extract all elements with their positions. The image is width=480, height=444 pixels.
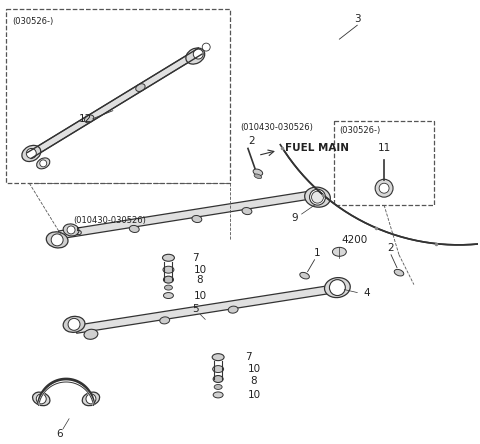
Ellipse shape — [165, 285, 172, 290]
Ellipse shape — [46, 232, 68, 248]
Ellipse shape — [33, 392, 50, 406]
Text: 10: 10 — [194, 265, 207, 275]
Ellipse shape — [305, 187, 330, 207]
Ellipse shape — [333, 247, 347, 256]
Polygon shape — [27, 48, 202, 159]
Text: FUEL MAIN: FUEL MAIN — [285, 143, 348, 154]
Circle shape — [26, 148, 36, 159]
Polygon shape — [59, 191, 310, 239]
Ellipse shape — [254, 174, 262, 178]
Ellipse shape — [84, 115, 94, 123]
Polygon shape — [75, 285, 330, 333]
Ellipse shape — [192, 215, 202, 222]
Ellipse shape — [160, 317, 169, 324]
Circle shape — [379, 183, 389, 193]
Text: 8: 8 — [196, 275, 203, 285]
Ellipse shape — [136, 84, 145, 91]
Circle shape — [329, 280, 345, 296]
Text: 1: 1 — [314, 248, 321, 258]
Circle shape — [193, 49, 203, 59]
Text: (030526-): (030526-) — [339, 126, 381, 135]
Ellipse shape — [129, 226, 139, 233]
Text: 3: 3 — [354, 14, 360, 24]
Circle shape — [51, 234, 63, 246]
Text: 10: 10 — [248, 390, 261, 400]
Text: 10: 10 — [248, 364, 261, 374]
Text: (010430-030526): (010430-030526) — [240, 123, 313, 132]
Text: 5: 5 — [75, 227, 82, 237]
Text: 7: 7 — [192, 253, 199, 263]
Text: 12: 12 — [79, 114, 92, 123]
Bar — [335, 121, 434, 205]
Ellipse shape — [312, 191, 324, 203]
Ellipse shape — [213, 365, 224, 373]
Text: 7: 7 — [245, 352, 252, 362]
Ellipse shape — [63, 224, 79, 236]
Ellipse shape — [186, 48, 205, 64]
Ellipse shape — [394, 270, 404, 276]
Text: 8: 8 — [250, 376, 257, 386]
Ellipse shape — [163, 266, 174, 273]
Circle shape — [67, 226, 75, 234]
Text: 4200: 4200 — [341, 235, 368, 245]
Ellipse shape — [22, 145, 41, 162]
Circle shape — [202, 43, 210, 51]
Ellipse shape — [214, 385, 222, 389]
Text: (010430-030526): (010430-030526) — [73, 215, 146, 225]
Ellipse shape — [84, 329, 98, 339]
Circle shape — [36, 394, 46, 404]
Ellipse shape — [242, 207, 252, 214]
Text: 2: 2 — [248, 135, 254, 146]
Bar — [6, 9, 230, 183]
Ellipse shape — [213, 392, 223, 398]
Text: 11: 11 — [377, 143, 391, 154]
Circle shape — [68, 318, 80, 330]
Ellipse shape — [163, 254, 174, 261]
Text: 2: 2 — [388, 243, 395, 253]
Text: 10: 10 — [194, 290, 207, 301]
Ellipse shape — [36, 158, 50, 169]
Ellipse shape — [82, 392, 100, 406]
Text: 9: 9 — [291, 213, 298, 223]
Ellipse shape — [212, 354, 224, 361]
Ellipse shape — [300, 272, 310, 279]
Ellipse shape — [213, 376, 223, 382]
Circle shape — [375, 179, 393, 197]
Ellipse shape — [324, 278, 350, 297]
Circle shape — [86, 394, 96, 404]
Text: 5: 5 — [192, 305, 199, 314]
Text: (030526-): (030526-) — [12, 17, 54, 26]
Text: 6: 6 — [56, 428, 62, 439]
Ellipse shape — [164, 293, 173, 298]
Ellipse shape — [228, 306, 238, 313]
Ellipse shape — [253, 169, 263, 175]
Circle shape — [310, 189, 325, 205]
Text: 4: 4 — [364, 288, 371, 297]
Ellipse shape — [63, 316, 85, 333]
Ellipse shape — [164, 276, 173, 283]
Circle shape — [40, 160, 47, 167]
